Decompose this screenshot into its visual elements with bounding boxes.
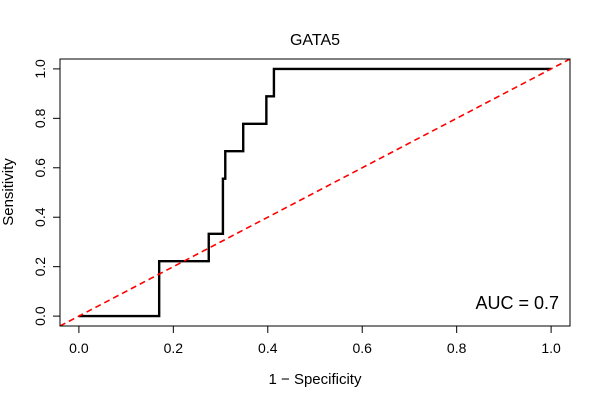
x-tick-label: 0.2 (164, 340, 184, 356)
plot-area (59, 58, 571, 327)
x-axis-label: 1 − Specificity (269, 371, 362, 388)
y-tick-label: 0.8 (32, 108, 48, 128)
plot-frame (59, 58, 571, 327)
x-tick-label: 0.0 (69, 340, 89, 356)
y-tick-label: 1.0 (32, 59, 48, 79)
y-axis: 0.0 0.2 0.4 0.6 0.8 1.0 (32, 59, 61, 326)
x-axis: 0.0 0.2 0.4 0.6 0.8 1.0 (69, 325, 561, 356)
x-tick-label: 0.4 (258, 340, 278, 356)
y-tick-label: 0.2 (32, 257, 48, 277)
x-tick-label: 0.8 (447, 340, 467, 356)
chart-marks (60, 59, 570, 326)
y-tick-label: 0.6 (32, 158, 48, 178)
x-tick-label: 0.6 (352, 340, 372, 356)
y-axis-label: Sensitivity (0, 158, 17, 226)
chart-title: GATA5 (290, 32, 340, 49)
y-tick-label: 0.0 (32, 306, 48, 326)
y-tick-label: 0.4 (32, 207, 48, 227)
roc-curve-line (78, 67, 552, 318)
auc-annotation: AUC = 0.7 (475, 293, 559, 313)
x-tick-label: 1.0 (541, 340, 561, 356)
reference-diagonal-line (60, 59, 570, 326)
